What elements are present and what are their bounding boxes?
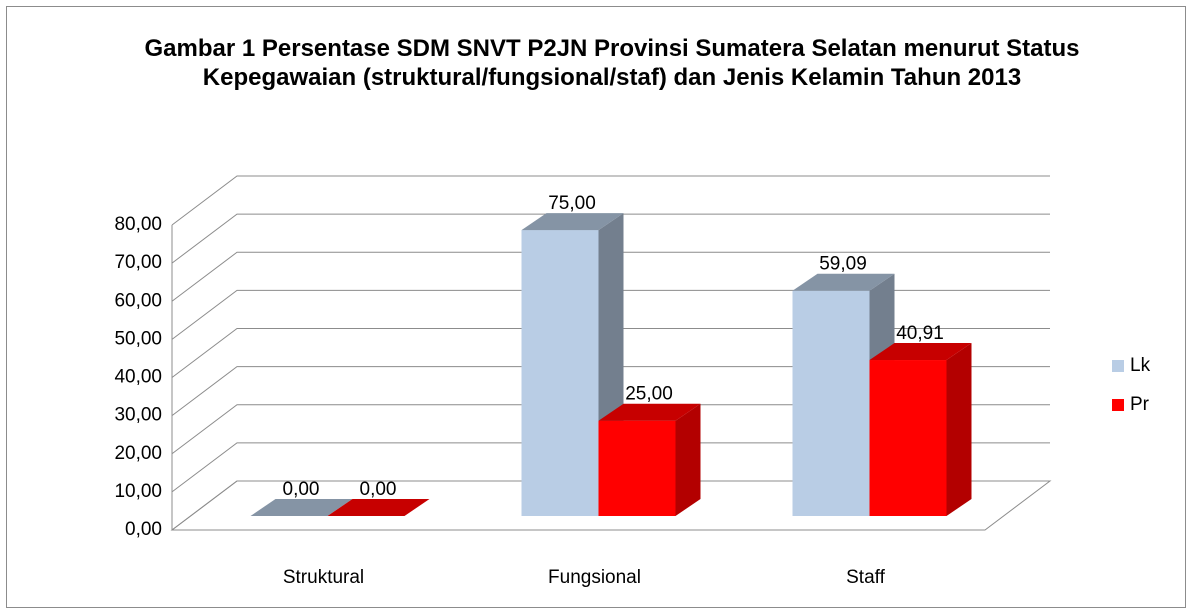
bar-front [598, 420, 676, 516]
bar [598, 403, 701, 516]
y-tick-label: 60,00 [114, 290, 162, 311]
bar [869, 343, 972, 516]
y-tick-label: 20,00 [114, 443, 162, 464]
y-tick-label: 10,00 [114, 481, 162, 502]
bar [792, 273, 895, 516]
bar [327, 499, 430, 516]
grid-line [171, 251, 1050, 302]
bar-top [598, 403, 701, 421]
bar-top [250, 499, 353, 516]
bar-front [792, 290, 870, 516]
bar-top [327, 499, 430, 516]
grid-line [171, 404, 1050, 455]
grid-line [171, 442, 1050, 493]
grid-line [171, 213, 1050, 264]
y-tick-label: 40,00 [114, 367, 162, 388]
y-tick-label: 70,00 [114, 252, 162, 273]
y-tick-label: 0,00 [125, 519, 162, 540]
data-label: 59,09 [819, 254, 867, 275]
grid-line [171, 366, 1050, 417]
legend-swatch [1112, 360, 1124, 372]
grid-line [171, 328, 1050, 378]
data-label: 0,00 [360, 479, 397, 500]
y-tick-label: 30,00 [114, 405, 162, 426]
bar-front [869, 360, 947, 516]
legend-swatch [1112, 399, 1124, 411]
data-label: 40,91 [896, 323, 944, 344]
data-label: 75,00 [548, 193, 596, 214]
bar-side [675, 403, 701, 516]
bar-top [869, 343, 972, 361]
grid-line [171, 289, 1050, 340]
x-tick-label: Fungsional [548, 567, 641, 588]
x-tick-label: Struktural [283, 567, 364, 588]
grid-line [171, 480, 1050, 531]
legend-label: Lk [1130, 355, 1151, 376]
data-label: 25,00 [625, 384, 673, 405]
bar-side [946, 343, 972, 516]
bar-front [521, 230, 599, 516]
bar-top [792, 273, 895, 291]
data-label: 0,00 [283, 479, 320, 500]
grid-line [171, 175, 1050, 226]
bar-top [521, 213, 624, 231]
chart-frame [6, 6, 1186, 608]
legend-label: Pr [1130, 394, 1150, 415]
y-tick-label: 80,00 [114, 214, 162, 235]
chart-title: Gambar 1 Persentase SDM SNVT P2JN Provin… [144, 35, 1080, 91]
bar [250, 499, 353, 516]
y-tick-label: 50,00 [114, 328, 162, 349]
x-tick-label: Staff [846, 567, 885, 588]
